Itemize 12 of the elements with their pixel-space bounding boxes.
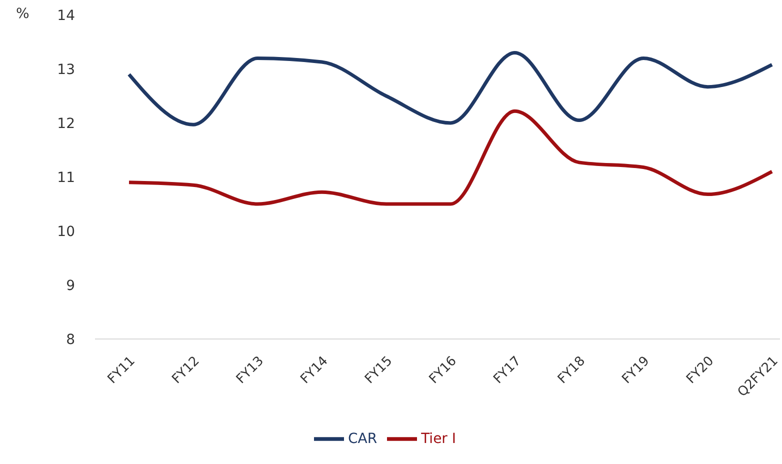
y-tick-label: 11 (57, 170, 75, 186)
y-tick-label: 14 (57, 8, 76, 24)
y-axis-title: % (16, 6, 30, 22)
legend-label: Tier I (421, 430, 456, 447)
y-tick-label: 9 (66, 278, 75, 294)
y-tick-label: 13 (57, 62, 75, 78)
line-series (127, 109, 774, 206)
legend-label: CAR (348, 430, 378, 447)
y-tick-label: 10 (57, 224, 75, 240)
y-tick-label: 12 (57, 116, 75, 132)
y-tick-label: 8 (66, 332, 75, 348)
line-series (127, 51, 774, 126)
